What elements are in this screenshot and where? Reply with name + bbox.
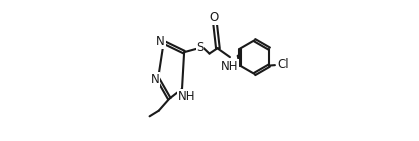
Text: NH: NH (221, 60, 238, 73)
Text: Cl: Cl (277, 58, 289, 71)
Text: N: N (156, 35, 165, 48)
Text: N: N (150, 73, 159, 86)
Text: S: S (197, 41, 204, 54)
Text: NH: NH (178, 90, 195, 103)
Text: O: O (210, 11, 219, 24)
